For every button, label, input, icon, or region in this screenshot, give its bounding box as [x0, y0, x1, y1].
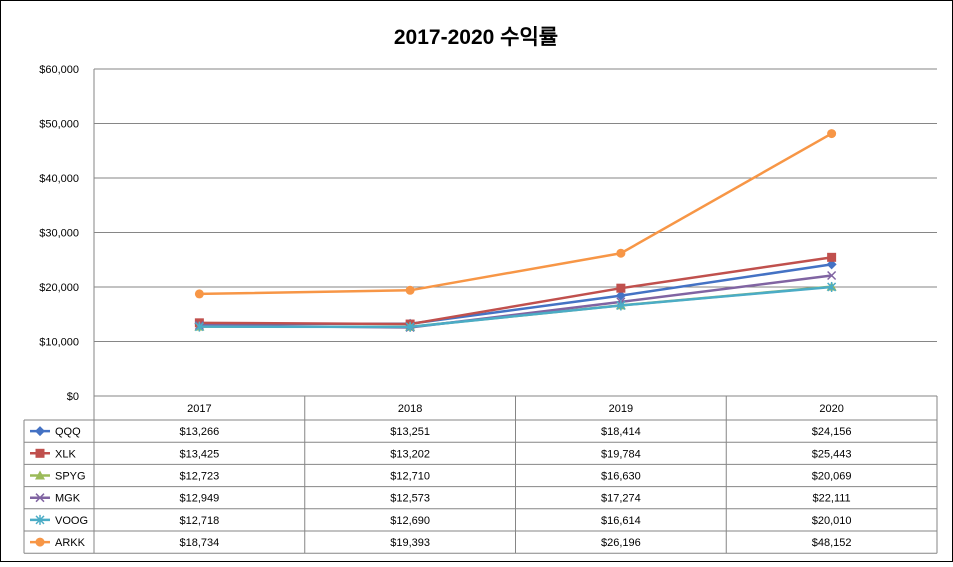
legend-label: ARKK — [55, 537, 86, 549]
data-point — [405, 285, 415, 295]
data-point — [35, 493, 45, 503]
x-category-label: 2017 — [187, 403, 211, 415]
table-cell-value: $12,690 — [390, 515, 430, 527]
table-cell-value: $16,630 — [601, 471, 641, 483]
data-point — [35, 448, 45, 458]
legend-label: SPYG — [55, 471, 86, 483]
data-point — [827, 270, 837, 281]
data-point — [616, 248, 626, 258]
table-cell-value: $13,251 — [390, 426, 430, 438]
table-cell-value: $26,196 — [601, 537, 641, 549]
table-cell-value: $12,723 — [179, 471, 219, 483]
data-point — [616, 283, 626, 293]
y-tick-label: $50,000 — [39, 119, 79, 131]
table-cell-value: $13,266 — [179, 426, 219, 438]
table-cell-value: $16,614 — [601, 515, 641, 527]
y-tick-label: $40,000 — [39, 173, 79, 185]
data-point — [194, 321, 204, 332]
table-cell-value: $18,734 — [179, 537, 219, 549]
data-point — [615, 290, 626, 301]
data-table: 2017 2018 2019 2020 QQQ $13,266 $13,251 $18,414… — [23, 395, 938, 554]
table-row: VOOG $12,718 $12,690 $16,614 $20,010 — [30, 514, 852, 527]
table-cell-value: $22,111 — [813, 493, 851, 505]
gridlines — [93, 68, 937, 397]
table-cell-value: $48,152 — [812, 537, 852, 549]
y-tick-label: $30,000 — [39, 228, 79, 240]
x-category-label: 2020 — [819, 403, 843, 415]
y-tick-label: $0 — [67, 391, 79, 403]
table-cell-value: $18,414 — [601, 426, 641, 438]
table-cell-value: $19,784 — [601, 448, 641, 460]
x-category-label: 2019 — [609, 403, 633, 415]
table-cell-value: $12,949 — [179, 493, 219, 505]
legend-label: MGK — [55, 493, 81, 505]
series-line — [199, 285, 832, 329]
legend-label: XLK — [55, 448, 76, 460]
table-cell-value: $12,710 — [390, 471, 430, 483]
series-line — [199, 132, 833, 296]
legend-label: VOOG — [55, 515, 88, 527]
series-line — [199, 256, 832, 326]
table-row: ARKK $18,734 $19,393 $26,196 $48,152 — [30, 537, 852, 549]
data-point — [35, 514, 45, 525]
data-point — [35, 426, 45, 437]
data-point — [616, 300, 626, 311]
data-point — [826, 259, 837, 270]
table-cell-value: $20,010 — [812, 515, 852, 527]
table-cell-value: $12,718 — [179, 515, 219, 527]
series-lines — [194, 129, 837, 333]
table-cell-value: $13,425 — [179, 448, 219, 460]
data-point — [194, 289, 204, 299]
series-voog — [194, 281, 837, 332]
table-cell-value: $17,274 — [601, 493, 641, 505]
table-cell-value: $24,156 — [812, 426, 852, 438]
data-point — [827, 129, 837, 139]
y-tick-label: $60,000 — [39, 64, 79, 76]
data-point — [827, 252, 837, 262]
series-arkk — [194, 129, 837, 299]
y-tick-label: $10,000 — [39, 337, 79, 349]
data-point — [35, 470, 45, 480]
data-point — [405, 321, 415, 332]
table-row: XLK $13,425 $13,202 $19,784 $25,443 — [30, 448, 852, 460]
table-cell-value: $13,202 — [390, 448, 430, 460]
chart-title: 2017-2020 수익률 — [394, 26, 558, 49]
table-row: MGK $12,949 $12,573 $17,274 $22,111 — [30, 493, 851, 505]
table-row: QQQ $13,266 $13,251 $18,414 $24,156 — [30, 426, 852, 438]
y-tick-label: $20,000 — [39, 282, 79, 294]
table-cell-value: $12,573 — [390, 493, 430, 505]
data-point — [35, 537, 45, 547]
table-row: SPYG $12,723 $12,710 $16,630 $20,069 — [30, 470, 852, 483]
legend-label: QQQ — [55, 426, 81, 438]
data-point — [827, 281, 837, 292]
table-cell-value: $25,443 — [812, 448, 852, 460]
table-cell-value: $19,393 — [390, 537, 430, 549]
table-cell-value: $20,069 — [812, 471, 852, 483]
x-category-label: 2018 — [398, 403, 422, 415]
y-axis-tick-labels: $0 $10,000 $20,000 $30,000 $40,000 $50,000 $60… — [39, 64, 79, 403]
